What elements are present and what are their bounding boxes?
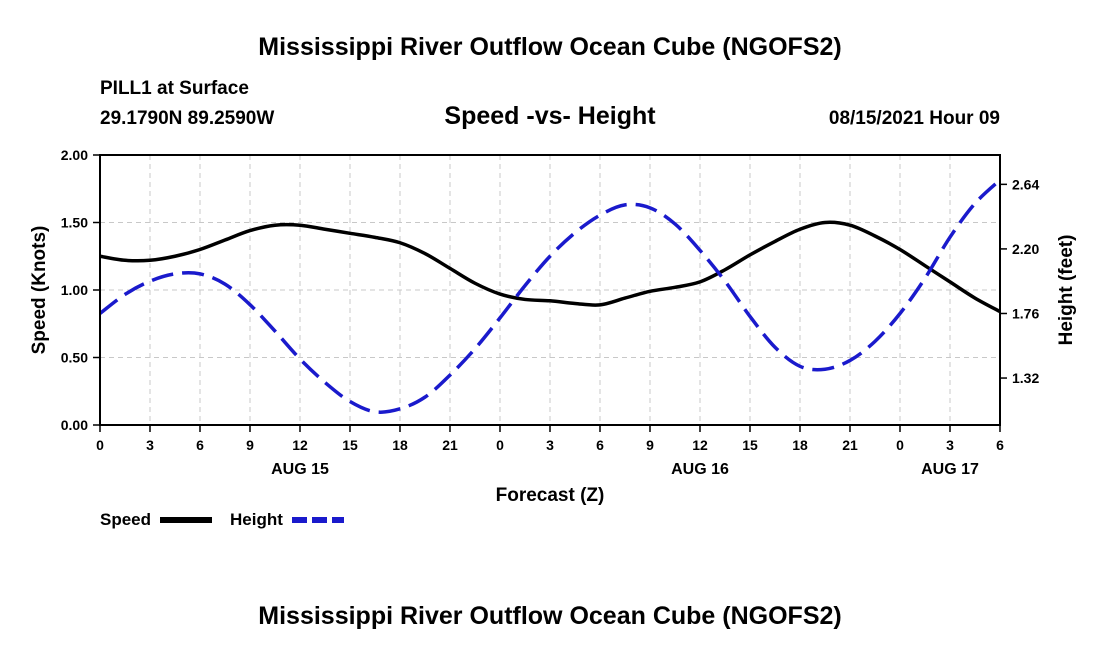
- x-tick-label: 3: [546, 437, 554, 453]
- chart-subtitle: Speed -vs- Height: [444, 102, 656, 130]
- y-right-tick-label: 1.32: [1012, 370, 1039, 386]
- y-axis-left-label: Speed (Knots): [29, 226, 50, 355]
- x-tick-label: 0: [496, 437, 504, 453]
- x-tick-label: 6: [196, 437, 204, 453]
- y-left-tick-label: 0.00: [61, 417, 88, 433]
- x-tick-label: 3: [146, 437, 154, 453]
- series-line-height: [98, 178, 1002, 414]
- x-tick-label: 3: [946, 437, 954, 453]
- x-day-label: AUG 17: [921, 461, 979, 478]
- y-left-tick-label: 1.00: [61, 282, 88, 298]
- x-axis-label: Forecast (Z): [496, 485, 605, 506]
- x-tick-label: 15: [342, 437, 358, 453]
- x-tick-label: 6: [996, 437, 1004, 453]
- grid: [100, 155, 1000, 425]
- x-tick-label: 18: [392, 437, 408, 453]
- legend-speed-label: Speed: [100, 510, 151, 529]
- legend: Speed Height: [100, 510, 344, 529]
- y-right-tick-label: 1.76: [1012, 305, 1039, 321]
- y-left-tick-label: 2.00: [61, 147, 88, 163]
- y-right-tick-label: 2.20: [1012, 241, 1039, 257]
- x-tick-label: 9: [246, 437, 254, 453]
- x-day-label: AUG 15: [271, 461, 329, 478]
- series-group: [98, 178, 1002, 414]
- y-right-tick-label: 2.64: [1012, 176, 1039, 192]
- y-left-tick-label: 1.50: [61, 215, 88, 231]
- series-line-speed: [99, 220, 1001, 314]
- chart-title: Mississippi River Outflow Ocean Cube (NG…: [258, 33, 841, 61]
- x-tick-label: 21: [842, 437, 858, 453]
- coords-label: 29.1790N 89.2590W: [100, 108, 274, 129]
- x-tick-label: 15: [742, 437, 758, 453]
- x-tick-label: 0: [96, 437, 104, 453]
- y-axis-right-label: Height (feet): [1056, 235, 1077, 346]
- y-left-tick-label: 0.50: [61, 350, 88, 366]
- x-tick-label: 18: [792, 437, 808, 453]
- x-day-label: AUG 16: [671, 461, 729, 478]
- x-tick-label: 9: [646, 437, 654, 453]
- x-tick-label: 12: [692, 437, 708, 453]
- plot-frame: [99, 154, 1001, 426]
- footer-title: Mississippi River Outflow Ocean Cube (NG…: [258, 602, 841, 630]
- axis-ticks: 0 3 6 9 12 15 18 21 0 3 6 9 12 15 18 21 0 3 6 AUG 15 AUG 16 A…: [61, 147, 1040, 478]
- x-tick-label: 6: [596, 437, 604, 453]
- legend-height-label: Height: [230, 510, 283, 529]
- x-tick-label: 12: [292, 437, 308, 453]
- x-tick-label: 0: [896, 437, 904, 453]
- station-label: PILL1 at Surface: [100, 78, 249, 99]
- x-tick-label: 21: [442, 437, 458, 453]
- datetime-label: 08/15/2021 Hour 09: [829, 108, 1000, 129]
